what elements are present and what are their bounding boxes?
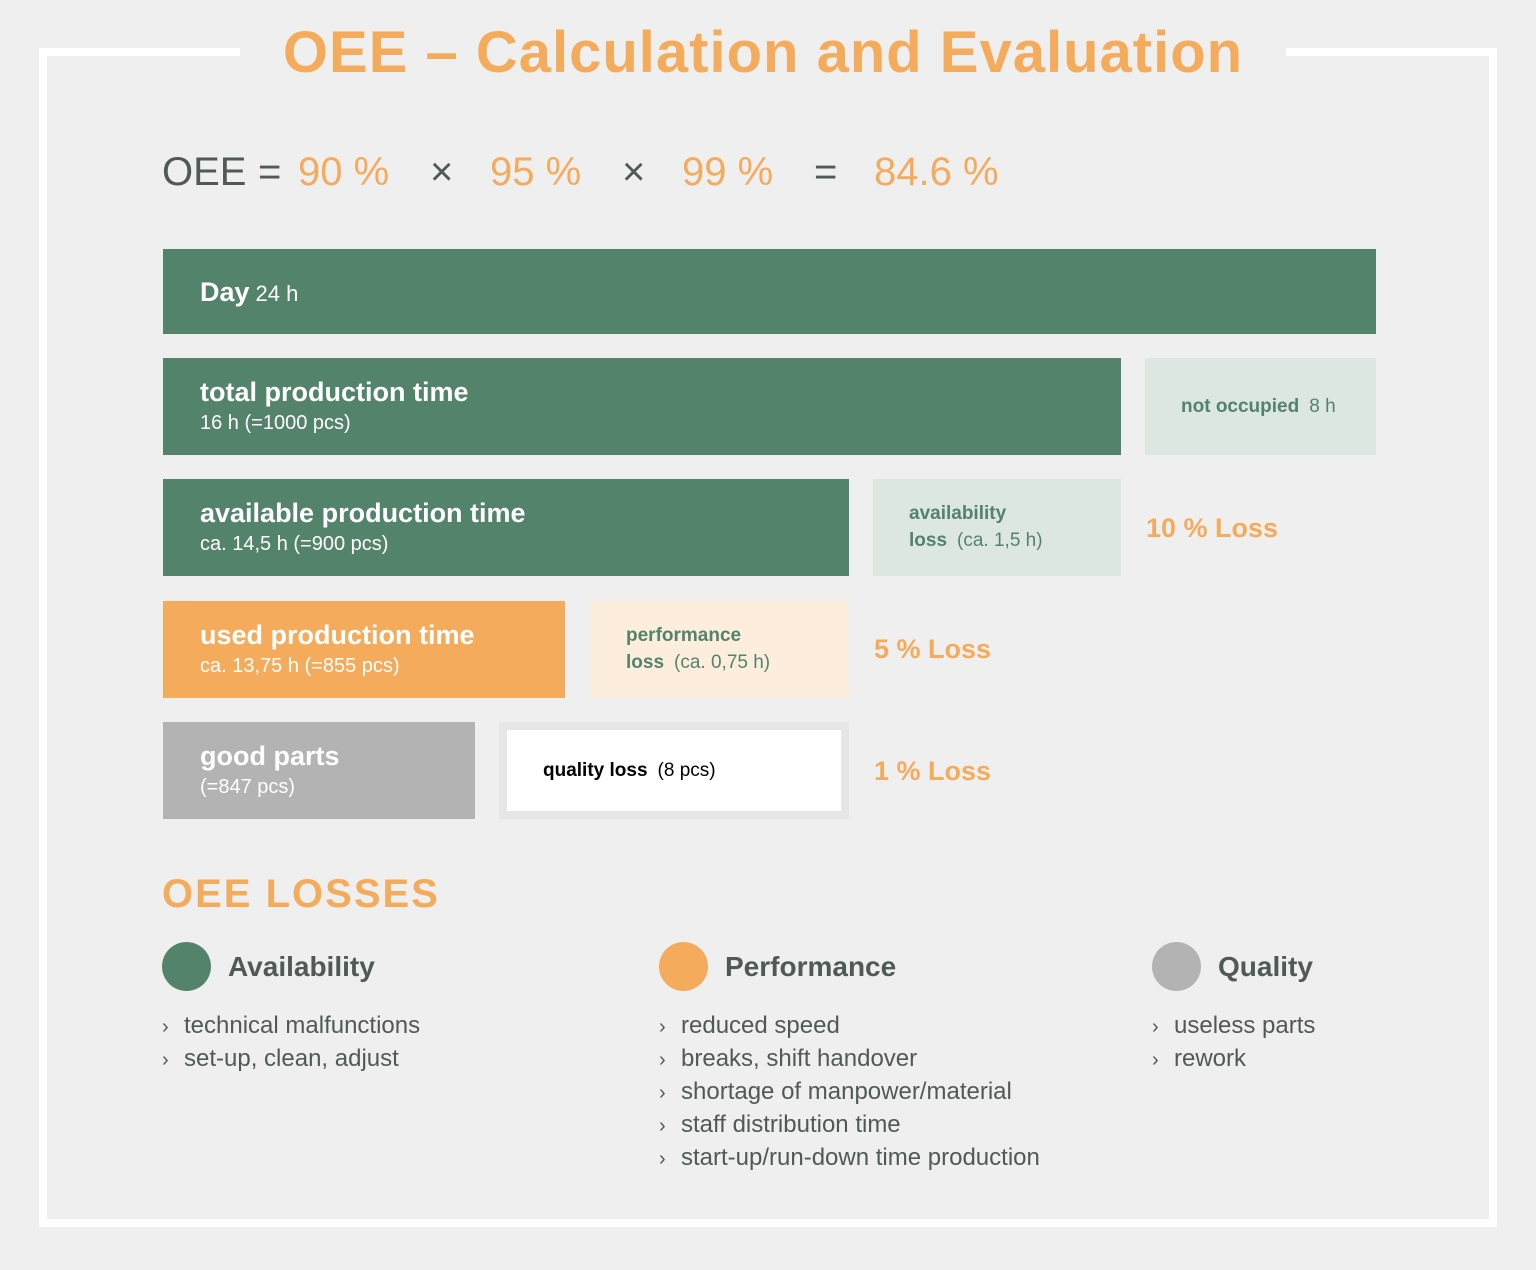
bar-not-occupied: not occupied 8 h: [1145, 358, 1376, 455]
list-item: › shortage of manpower/material: [659, 1076, 1040, 1109]
quality-loss-label: quality loss (8 pcs): [543, 758, 716, 784]
chevron-right-icon: ›: [162, 1016, 169, 1038]
green-circle-icon: [162, 942, 211, 991]
quality-loss-title: quality loss: [543, 760, 648, 781]
list-item: › breaks, shift handover: [659, 1043, 1040, 1076]
performance-loss-title2: loss: [626, 652, 665, 673]
list-item: › technical malfunctions: [162, 1010, 420, 1043]
not-occupied-value: 8 h: [1309, 396, 1336, 417]
formula-result: 84.6 %: [874, 150, 999, 194]
chevron-right-icon: ›: [1152, 1049, 1159, 1071]
bar-available-production-time: available production time ca. 14,5 h (=9…: [163, 479, 849, 576]
list-item-text: set-up, clean, adjust: [184, 1045, 399, 1072]
list-item: › staff distribution time: [659, 1109, 1040, 1142]
chevron-right-icon: ›: [659, 1148, 666, 1170]
day-title: Day: [200, 277, 250, 307]
formula-performance: 95 %: [490, 150, 582, 194]
performance-loss-title: performance: [626, 625, 742, 646]
list-item-text: technical malfunctions: [184, 1012, 421, 1039]
frame-border-left: [39, 48, 47, 1227]
category-list: › reduced speed › breaks, shift handover ›…: [659, 1010, 1040, 1175]
availability-loss-title: availability: [909, 503, 1007, 524]
bar-title: total production time: [200, 377, 469, 407]
list-item-text: reduced speed: [681, 1012, 840, 1039]
list-item-text: breaks, shift handover: [681, 1045, 918, 1072]
formula-times-icon: ×: [622, 150, 646, 194]
frame-border-top-left: [39, 48, 240, 56]
formula-quality: 99 %: [682, 150, 774, 194]
list-item-text: rework: [1174, 1045, 1247, 1072]
day-label: Day 24 h: [200, 275, 298, 314]
quality-loss-inner: quality loss (8 pcs): [507, 730, 841, 811]
category-list: › useless parts › rework: [1152, 1010, 1315, 1076]
performance-loss-value: (ca. 0,75 h): [674, 652, 771, 673]
category-list: › technical malfunctions › set-up, clean, …: [162, 1010, 420, 1076]
frame-border-bottom: [39, 1219, 1497, 1227]
bar-subtitle: 16 h (=1000 pcs): [200, 412, 351, 434]
not-occupied-title: not occupied: [1181, 396, 1300, 417]
bar-quality-loss: quality loss (8 pcs): [499, 722, 849, 819]
formula-equals: =: [258, 150, 282, 194]
bar-title: available production time: [200, 498, 526, 528]
chevron-right-icon: ›: [162, 1049, 169, 1071]
bar-day: Day 24 h: [163, 249, 1376, 334]
list-item-text: useless parts: [1174, 1012, 1316, 1039]
category-title: Performance: [725, 951, 897, 982]
chevron-right-icon: ›: [659, 1115, 666, 1137]
list-item: › useless parts: [1152, 1010, 1315, 1043]
chevron-right-icon: ›: [659, 1082, 666, 1104]
availability-loss-line1: availability: [909, 501, 1006, 527]
page-title: OEE – Calculation and Evaluation: [282, 20, 1244, 85]
formula-label: OEE: [162, 150, 247, 194]
losses-heading: OEE LOSSES: [162, 872, 440, 916]
frame-border-top-right: [1286, 48, 1497, 56]
list-item: › set-up, clean, adjust: [162, 1043, 420, 1076]
bar-title: good parts: [200, 741, 340, 771]
category-title: Availability: [228, 951, 375, 982]
grey-circle-icon: [1152, 942, 1201, 991]
not-occupied-label: not occupied 8 h: [1181, 394, 1336, 420]
chevron-right-icon: ›: [659, 1016, 666, 1038]
performance-loss-line1: performance: [626, 623, 741, 649]
chevron-right-icon: ›: [1152, 1016, 1159, 1038]
bar-used-production-time: used production time ca. 13,75 h (=855 p…: [163, 601, 565, 698]
formula-times-icon: ×: [430, 150, 454, 194]
performance-loss-line2: loss (ca. 0,75 h): [626, 650, 770, 676]
chevron-right-icon: ›: [659, 1049, 666, 1071]
category-title: Quality: [1218, 951, 1313, 982]
formula-equals: =: [814, 150, 838, 194]
bar-availability-loss: availability loss (ca. 1,5 h): [873, 479, 1121, 576]
bar-subtitle: (=847 pcs): [200, 776, 296, 798]
availability-loss-value: (ca. 1,5 h): [957, 530, 1043, 551]
list-item-text: shortage of manpower/material: [681, 1078, 1012, 1105]
day-value: 24 h: [255, 281, 299, 306]
bar-good-parts: good parts (=847 pcs): [163, 722, 475, 819]
list-item: › reduced speed: [659, 1010, 1040, 1043]
formula-availability: 90 %: [298, 150, 390, 194]
list-item-text: start-up/run-down time production: [681, 1144, 1040, 1171]
orange-circle-icon: [659, 942, 708, 991]
bar-subtitle: ca. 14,5 h (=900 pcs): [200, 533, 389, 555]
quality-loss-value: (8 pcs): [657, 760, 716, 781]
availability-loss-title2: loss: [909, 530, 948, 551]
bar-total-production-time: total production time 16 h (=1000 pcs): [163, 358, 1121, 455]
list-item: › rework: [1152, 1043, 1315, 1076]
availability-loss-percent: 10 % Loss: [1146, 513, 1279, 543]
bar-title: used production time: [200, 620, 475, 650]
list-item: › start-up/run-down time production: [659, 1142, 1040, 1175]
performance-loss-percent: 5 % Loss: [874, 634, 992, 664]
list-item-text: staff distribution time: [681, 1111, 901, 1138]
frame-border-right: [1489, 48, 1497, 1227]
bar-performance-loss: performance loss (ca. 0,75 h): [590, 601, 849, 698]
availability-loss-line2: loss (ca. 1,5 h): [909, 528, 1043, 554]
quality-loss-percent: 1 % Loss: [874, 756, 992, 786]
bar-subtitle: ca. 13,75 h (=855 pcs): [200, 655, 400, 677]
